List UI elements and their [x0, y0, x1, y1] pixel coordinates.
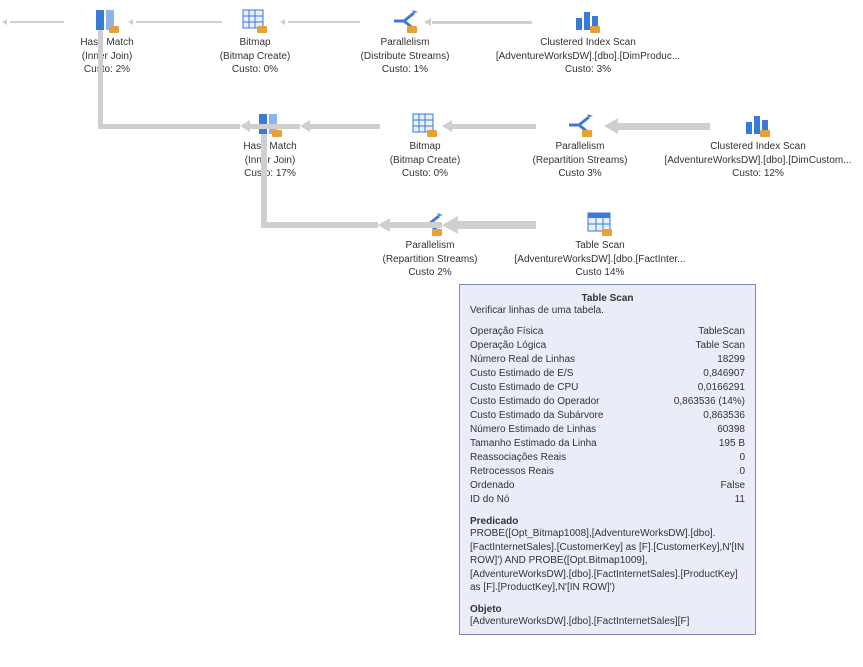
parallelism-icon	[565, 112, 595, 138]
tooltip-row: Custo Estimado da Subárvore0,863536	[470, 409, 745, 423]
node-bitmap-2[interactable]: Bitmap (Bitmap Create) Custo: 0%	[360, 112, 490, 181]
node-cost: Custo: 0%	[190, 63, 320, 77]
node-title: Clustered Index Scan	[478, 36, 698, 50]
bitmap-icon	[240, 8, 270, 34]
bitmap-icon	[410, 112, 440, 138]
node-cost: Custo: 1%	[330, 63, 480, 77]
tooltip-row: Operação LógicaTable Scan	[470, 339, 745, 353]
node-sub: (Bitmap Create)	[190, 50, 320, 64]
clustered-index-scan-icon	[573, 8, 603, 34]
node-sub: [AdventureWorksDW].[dbo].[DimCustom...	[648, 154, 863, 168]
node-cost: Custo 3%	[500, 167, 660, 181]
tooltip-row: Custo Estimado de E/S0,846907	[470, 367, 745, 381]
node-cost: Custo: 17%	[205, 167, 335, 181]
tooltip-row: Operação FísicaTableScan	[470, 325, 745, 339]
properties-tooltip: Table Scan Verificar linhas de uma tabel…	[459, 284, 756, 635]
tooltip-row: Número Real de Linhas18299	[470, 353, 745, 367]
node-hash-match-2[interactable]: Hash Match (Inner Join) Custo: 17%	[205, 112, 335, 181]
node-sub: (Repartition Streams)	[500, 154, 660, 168]
tooltip-desc: Verificar linhas de uma tabela.	[470, 305, 745, 316]
node-sub: [AdventureWorksDW].[dbo.[FactInter...	[490, 253, 710, 267]
node-parallelism-1[interactable]: Parallelism (Distribute Streams) Custo: …	[330, 8, 480, 77]
node-title: Parallelism	[330, 36, 480, 50]
node-title: Table Scan	[490, 239, 710, 253]
node-cost: Custo: 0%	[360, 167, 490, 181]
node-title: Clustered Index Scan	[648, 140, 863, 154]
hash-match-icon	[92, 8, 122, 34]
node-title: Bitmap	[190, 36, 320, 50]
node-cost: Custo: 3%	[478, 63, 698, 77]
node-sub: (Inner Join)	[32, 50, 182, 64]
tooltip-row: Custo Estimado de CPU0,0166291	[470, 381, 745, 395]
node-bitmap-1[interactable]: Bitmap (Bitmap Create) Custo: 0%	[190, 8, 320, 77]
node-title: Parallelism	[350, 239, 510, 253]
node-cost: Custo 14%	[490, 266, 710, 280]
node-sub: (Bitmap Create)	[360, 154, 490, 168]
tooltip-row: Reassociações Reais0	[470, 451, 745, 465]
node-title: Bitmap	[360, 140, 490, 154]
node-cost: Custo: 12%	[648, 167, 863, 181]
tooltip-row: Tamanho Estimado da Linha195 B	[470, 437, 745, 451]
node-cost: Custo 2%	[350, 266, 510, 280]
clustered-index-scan-icon	[743, 112, 773, 138]
node-title: Hash Match	[205, 140, 335, 154]
node-sub: (Inner Join)	[205, 154, 335, 168]
tooltip-row: Número Estimado de Linhas60398	[470, 423, 745, 437]
node-title: Hash Match	[32, 36, 182, 50]
tooltip-predicado-text: PROBE([Opt_Bitmap1008],[AdventureWorksDW…	[470, 527, 745, 595]
node-clustered-index-scan-1[interactable]: Clustered Index Scan [AdventureWorksDW].…	[478, 8, 698, 77]
node-sub: [AdventureWorksDW].[dbo].[DimProduc...	[478, 50, 698, 64]
tooltip-row: ID do Nó11	[470, 493, 745, 507]
tooltip-predicado-label: Predicado	[470, 516, 745, 527]
tooltip-title: Table Scan	[470, 293, 745, 304]
tooltip-rows: Operação FísicaTableScanOperação LógicaT…	[470, 325, 745, 507]
tooltip-objeto-text: [AdventureWorksDW].[dbo].[FactInternetSa…	[470, 615, 745, 629]
parallelism-icon	[390, 8, 420, 34]
node-hash-match-1[interactable]: Hash Match (Inner Join) Custo: 2%	[32, 8, 182, 77]
node-sub: (Distribute Streams)	[330, 50, 480, 64]
tooltip-row: OrdenadoFalse	[470, 479, 745, 493]
tooltip-row: Retrocessos Reais0	[470, 465, 745, 479]
node-sub: (Repartition Streams)	[350, 253, 510, 267]
node-title: Parallelism	[500, 140, 660, 154]
tooltip-objeto-label: Objeto	[470, 604, 745, 615]
tooltip-row: Custo Estimado do Operador0,863536 (14%)	[470, 395, 745, 409]
table-scan-icon	[585, 211, 615, 237]
node-cost: Custo: 2%	[32, 63, 182, 77]
